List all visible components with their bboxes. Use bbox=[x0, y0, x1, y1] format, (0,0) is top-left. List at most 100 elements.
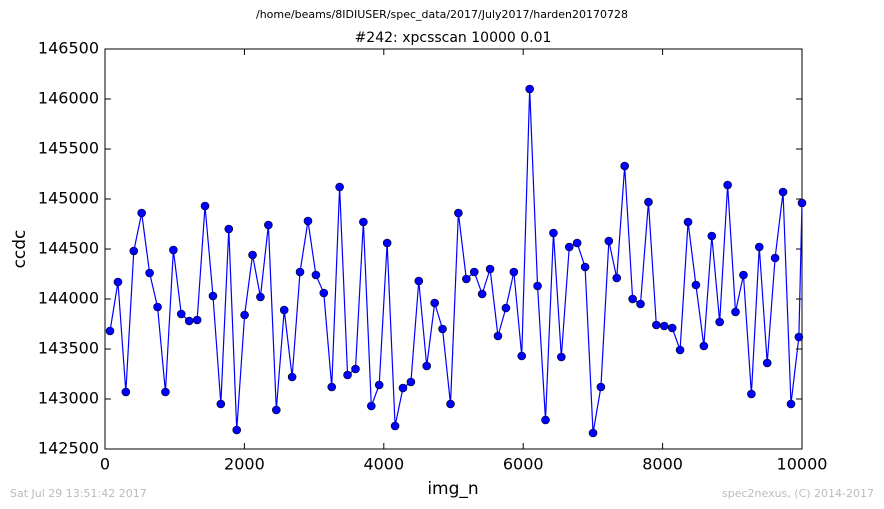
suptitle: /home/beams/8IDIUSER/spec_data/2017/July… bbox=[256, 8, 628, 21]
data-point bbox=[596, 382, 606, 392]
data-point bbox=[430, 298, 439, 308]
data-point bbox=[208, 291, 218, 301]
data-point bbox=[541, 415, 550, 425]
data-point bbox=[200, 201, 210, 211]
data-point bbox=[747, 389, 756, 399]
data-point bbox=[272, 405, 281, 415]
data-point bbox=[414, 276, 424, 286]
data-point bbox=[129, 246, 139, 256]
data-point bbox=[549, 228, 558, 238]
x-axis-label: img_n bbox=[427, 479, 478, 499]
y-tick-label: 144500 bbox=[38, 239, 99, 258]
y-tick-label: 146500 bbox=[38, 39, 99, 58]
data-point bbox=[794, 332, 804, 342]
data-point bbox=[683, 217, 693, 227]
data-point bbox=[192, 315, 202, 325]
data-point bbox=[176, 309, 186, 319]
data-point bbox=[248, 250, 257, 260]
footer-left: Sat Jul 29 13:51:42 2017 bbox=[10, 487, 147, 500]
data-point bbox=[786, 399, 796, 409]
data-point bbox=[667, 323, 677, 333]
data-point bbox=[279, 305, 289, 315]
data-point bbox=[224, 224, 234, 234]
data-point bbox=[367, 401, 376, 411]
x-tick-label: 8000 bbox=[642, 455, 683, 474]
data-point bbox=[319, 288, 329, 298]
data-point bbox=[351, 364, 360, 374]
data-point bbox=[335, 182, 344, 192]
data-point bbox=[572, 238, 582, 248]
data-point bbox=[691, 280, 701, 290]
y-axis-label: ccdc bbox=[10, 230, 30, 269]
y-tick-label: 143500 bbox=[38, 339, 99, 358]
data-point bbox=[216, 399, 226, 409]
data-point bbox=[636, 299, 645, 309]
y-tick-label: 145500 bbox=[38, 139, 99, 158]
data-point bbox=[517, 351, 527, 361]
data-point bbox=[525, 84, 534, 94]
x-tick-label: 0 bbox=[100, 455, 110, 474]
data-point bbox=[287, 372, 297, 382]
data-point bbox=[264, 220, 273, 230]
data-point bbox=[580, 262, 590, 272]
data-point bbox=[731, 307, 740, 317]
data-point bbox=[240, 310, 249, 320]
y-tick-label: 144000 bbox=[38, 289, 99, 308]
data-point bbox=[754, 242, 764, 252]
data-point bbox=[390, 421, 400, 431]
data-point bbox=[707, 231, 717, 241]
x-tick-label: 4000 bbox=[363, 455, 404, 474]
data-point bbox=[715, 317, 724, 327]
data-point bbox=[327, 382, 337, 392]
data-point bbox=[509, 267, 519, 277]
data-point bbox=[699, 341, 709, 351]
data-point bbox=[659, 321, 669, 331]
data-point bbox=[153, 302, 162, 312]
data-point bbox=[374, 380, 384, 390]
data-point bbox=[533, 281, 542, 291]
data-point bbox=[501, 303, 511, 313]
data-point bbox=[343, 370, 352, 380]
data-point bbox=[295, 267, 305, 277]
data-point bbox=[446, 399, 455, 409]
data-point bbox=[137, 208, 146, 218]
y-tick-label: 146000 bbox=[38, 89, 99, 108]
x-tick-label: 6000 bbox=[503, 455, 544, 474]
x-tick-label: 2000 bbox=[224, 455, 265, 474]
data-point bbox=[564, 242, 574, 252]
data-point bbox=[485, 264, 495, 274]
data-point bbox=[797, 198, 807, 208]
y-tick-label: 145000 bbox=[38, 189, 99, 208]
data-point bbox=[477, 289, 487, 299]
data-point bbox=[184, 316, 194, 326]
footer-right: spec2nexus, (C) 2014-2017 bbox=[722, 487, 874, 500]
data-point bbox=[121, 387, 131, 397]
data-point bbox=[770, 253, 780, 263]
data-point bbox=[406, 377, 416, 387]
data-point bbox=[454, 208, 463, 218]
data-point bbox=[303, 216, 313, 226]
data-point bbox=[359, 217, 368, 227]
data-point bbox=[739, 270, 748, 280]
data-point bbox=[105, 326, 115, 336]
data-point bbox=[778, 187, 788, 197]
data-point bbox=[469, 267, 479, 277]
data-point bbox=[113, 277, 123, 287]
data-point bbox=[557, 352, 566, 362]
data-point bbox=[311, 270, 321, 280]
data-point bbox=[628, 294, 637, 304]
data-point bbox=[232, 425, 242, 435]
y-tick-label: 143000 bbox=[38, 389, 99, 408]
data-point bbox=[398, 383, 408, 393]
data-point bbox=[620, 161, 629, 171]
data-point bbox=[438, 324, 447, 334]
data-point bbox=[644, 197, 653, 207]
x-tick-label: 10000 bbox=[777, 455, 828, 474]
data-point bbox=[604, 236, 614, 246]
data-point bbox=[762, 358, 772, 368]
data-point bbox=[145, 268, 154, 278]
data-point bbox=[382, 238, 392, 248]
chart-title: #242: xpcsscan 10000 0.01 bbox=[355, 30, 552, 46]
data-point bbox=[652, 320, 661, 330]
